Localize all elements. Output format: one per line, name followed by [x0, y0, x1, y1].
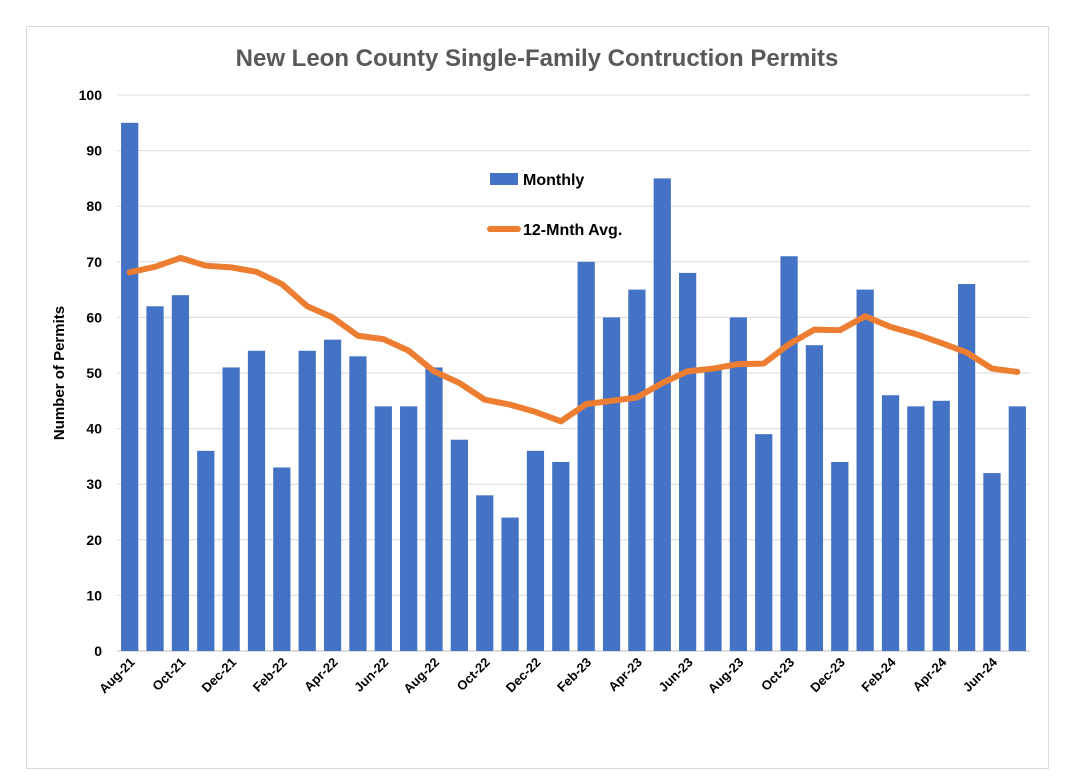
y-tick-label: 90: [86, 143, 102, 159]
bar-monthly: [476, 495, 494, 651]
x-tick-label: Feb-22: [250, 655, 290, 695]
bar-monthly: [374, 406, 392, 651]
y-tick-label: 60: [86, 309, 102, 325]
bar-monthly: [450, 439, 468, 651]
bar-monthly: [171, 295, 190, 651]
y-tick-label: 50: [86, 365, 102, 381]
bar-monthly: [983, 473, 1001, 651]
bar-monthly: [552, 461, 570, 651]
x-tick-label: Dec-21: [198, 655, 239, 696]
bar-monthly: [577, 261, 595, 651]
legend-swatch-monthly: [490, 173, 518, 185]
bar-monthly: [704, 367, 722, 651]
bar-monthly: [298, 350, 316, 651]
bar-monthly: [501, 517, 519, 651]
y-axis-label: Number of Permits: [51, 306, 68, 440]
bar-monthly: [780, 256, 798, 651]
bar-monthly: [197, 450, 215, 651]
bar-monthly: [831, 461, 849, 651]
y-tick-label: 40: [86, 421, 102, 437]
x-tick-label: Aug-23: [705, 655, 747, 697]
bar-monthly: [323, 339, 342, 651]
y-tick-label: 80: [86, 198, 102, 214]
legend: Monthly 12-Mnth Avg.: [487, 172, 622, 239]
y-tick-label: 30: [86, 476, 102, 492]
x-tick-label: Jun-22: [351, 655, 391, 695]
line-12-month-avg: [126, 254, 1021, 425]
x-tick-label: Apr-24: [910, 654, 950, 694]
bar-monthly: [273, 467, 291, 651]
x-tick-label: Jun-23: [656, 655, 696, 695]
bar-monthly: [602, 317, 621, 651]
bar-monthly: [805, 345, 824, 651]
bar-monthly: [653, 178, 671, 651]
bar-monthly: [349, 356, 367, 651]
x-tick-label: Jun-24: [960, 654, 1001, 695]
chart-title: New Leon County Single-Family Contructio…: [236, 45, 839, 72]
x-tick-label: Apr-22: [301, 655, 341, 695]
bar-monthly: [146, 306, 164, 651]
bar-monthly: [881, 395, 900, 651]
x-tick-label: Oct-21: [149, 655, 188, 694]
x-tick-label: Oct-23: [758, 655, 797, 694]
y-tick-label: 20: [86, 532, 102, 548]
y-tick-label: 70: [86, 254, 102, 270]
y-tick-label: 10: [86, 587, 102, 603]
y-tick-label: 100: [79, 87, 103, 103]
bar-monthly: [1008, 406, 1026, 651]
bar-monthly: [932, 400, 950, 651]
bar-monthly: [247, 350, 266, 651]
bar-monthly: [755, 434, 773, 651]
bar-monthly: [957, 284, 976, 651]
x-tick-label: Apr-23: [605, 655, 645, 695]
bar-monthly: [856, 289, 874, 651]
x-tick-label: Dec-23: [807, 655, 848, 696]
y-tick-label: 0: [94, 643, 102, 659]
x-tick-label: Aug-21: [96, 655, 138, 697]
x-tick-label: Oct-22: [454, 655, 493, 694]
bar-monthly: [907, 406, 925, 651]
bar-monthly: [425, 367, 443, 651]
chart-frame: [26, 26, 1049, 769]
bar-monthly: [679, 272, 697, 651]
x-tick-label: Dec-22: [503, 655, 544, 696]
bar-monthly: [400, 406, 418, 651]
bar-monthly: [526, 450, 545, 651]
legend-label-avg: 12-Mnth Avg.: [523, 222, 622, 239]
x-tick-label: Aug-22: [400, 655, 442, 697]
x-tick-label: Feb-24: [858, 654, 899, 695]
bar-monthly: [121, 122, 139, 652]
bar-monthly: [729, 317, 747, 651]
x-tick-label: Feb-23: [554, 655, 594, 695]
bar-monthly: [628, 289, 646, 651]
bar-monthly: [222, 367, 240, 651]
legend-label-monthly: Monthly: [523, 172, 584, 189]
